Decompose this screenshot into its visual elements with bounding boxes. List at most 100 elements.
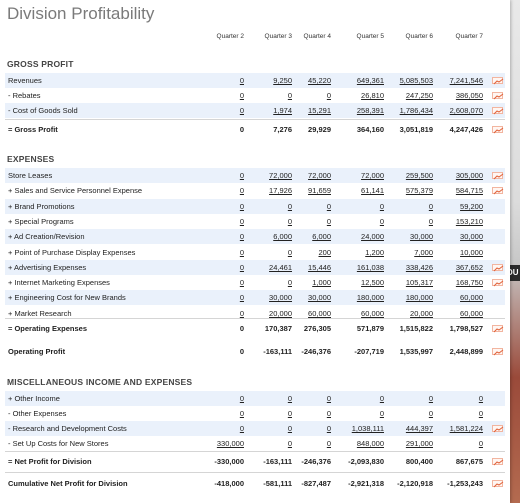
cell-value[interactable]: 0 xyxy=(379,409,384,418)
cell-value[interactable]: 30,000 xyxy=(269,293,292,303)
cell-value[interactable]: 0 xyxy=(326,394,331,403)
cell-value[interactable]: 30,000 xyxy=(308,293,331,303)
cell-value[interactable]: 848,000 xyxy=(356,439,384,448)
cell-value[interactable]: 575,379 xyxy=(405,186,433,196)
cell-value[interactable]: 0 xyxy=(428,409,433,418)
cell-value[interactable]: 0 xyxy=(239,409,244,418)
cell-value[interactable]: 2,608,070 xyxy=(449,106,483,115)
cell-value[interactable]: 291,000 xyxy=(405,439,433,448)
cell-value[interactable]: 0 xyxy=(239,278,244,288)
cell-value[interactable]: 0 xyxy=(478,409,483,418)
cell-value[interactable]: 45,220 xyxy=(308,76,331,85)
cell-value[interactable]: 0 xyxy=(287,216,292,226)
cell-value[interactable]: 1,038,111 xyxy=(351,424,384,433)
cell-value[interactable]: 0 xyxy=(478,439,483,448)
cell-value[interactable]: 161,038 xyxy=(356,262,384,272)
cell-value[interactable]: 0 xyxy=(239,424,244,433)
cell-value[interactable]: 0 xyxy=(287,201,292,211)
cell-value[interactable]: 0 xyxy=(239,76,244,85)
cell-value[interactable]: 386,050 xyxy=(455,91,483,100)
cell-value[interactable]: 30,000 xyxy=(410,232,433,242)
cell-value[interactable]: 0 xyxy=(287,424,292,433)
cell-value[interactable]: 0 xyxy=(428,201,433,211)
cell-value[interactable]: 153,210 xyxy=(455,216,483,226)
cell-value[interactable]: 0 xyxy=(428,216,433,226)
cell-value[interactable]: 0 xyxy=(239,262,244,272)
cell-value[interactable]: 0 xyxy=(326,216,331,226)
cell-value[interactable]: 247,250 xyxy=(405,91,433,100)
cell-value[interactable]: 1,786,434 xyxy=(399,106,433,115)
cell-value[interactable]: 72,000 xyxy=(269,171,292,180)
cell-value[interactable]: 0 xyxy=(239,247,244,257)
cell-value[interactable]: 0 xyxy=(239,201,244,211)
cell-value[interactable]: 15,291 xyxy=(308,106,331,115)
cell-value[interactable]: 26,810 xyxy=(361,91,384,100)
cell-value[interactable]: 0 xyxy=(239,106,244,115)
cell-value[interactable]: 1,000 xyxy=(312,278,331,288)
cell-value[interactable]: 0 xyxy=(326,201,331,211)
cell-value[interactable]: 24,461 xyxy=(269,262,292,272)
mini-chart-icon[interactable] xyxy=(492,77,504,85)
cell-value[interactable]: 0 xyxy=(326,91,331,100)
mini-chart-icon[interactable] xyxy=(492,348,504,356)
mini-chart-icon[interactable] xyxy=(492,480,504,488)
cell-value[interactable]: 0 xyxy=(239,232,244,242)
cell-value[interactable]: 0 xyxy=(478,394,483,403)
cell-value[interactable]: 60,000 xyxy=(308,308,331,318)
cell-value[interactable]: 168,750 xyxy=(455,278,483,288)
mini-chart-icon[interactable] xyxy=(492,325,504,333)
cell-value[interactable]: 15,446 xyxy=(308,262,331,272)
cell-value[interactable]: 60,000 xyxy=(460,293,483,303)
cell-value[interactable]: 0 xyxy=(287,409,292,418)
cell-value[interactable]: 444,397 xyxy=(405,424,433,433)
cell-value[interactable]: 12,500 xyxy=(361,278,384,288)
cell-value[interactable]: 0 xyxy=(239,91,244,100)
cell-value[interactable]: 1,581,224 xyxy=(449,424,483,433)
cell-value[interactable]: 61,141 xyxy=(361,186,384,196)
cell-value[interactable]: 0 xyxy=(287,91,292,100)
cell-value[interactable]: 0 xyxy=(239,293,244,303)
cell-value[interactable]: 0 xyxy=(239,171,244,180)
cell-value[interactable]: 259,500 xyxy=(405,171,433,180)
cell-value[interactable]: 6,000 xyxy=(273,232,292,242)
cell-value[interactable]: 584,715 xyxy=(455,186,483,196)
cell-value[interactable]: 9,250 xyxy=(273,76,292,85)
cell-value[interactable]: 0 xyxy=(287,394,292,403)
cell-value[interactable]: 72,000 xyxy=(308,171,331,180)
cell-value[interactable]: 258,391 xyxy=(356,106,384,115)
cell-value[interactable]: 0 xyxy=(326,424,331,433)
cell-value[interactable]: 7,000 xyxy=(414,247,433,257)
cell-value[interactable]: 330,000 xyxy=(216,439,244,448)
cell-value[interactable]: 0 xyxy=(287,439,292,448)
cell-value[interactable]: 338,426 xyxy=(405,262,433,272)
cell-value[interactable]: 30,000 xyxy=(460,232,483,242)
cell-value[interactable]: 0 xyxy=(326,409,331,418)
cell-value[interactable]: 20,000 xyxy=(269,308,292,318)
cell-value[interactable]: 0 xyxy=(428,394,433,403)
cell-value[interactable]: 91,659 xyxy=(308,186,331,196)
cell-value[interactable]: 200 xyxy=(318,247,331,257)
mini-chart-icon[interactable] xyxy=(492,92,504,100)
cell-value[interactable]: 60,000 xyxy=(460,308,483,318)
cell-value[interactable]: 0 xyxy=(239,216,244,226)
cell-value[interactable]: 0 xyxy=(239,186,244,196)
mini-chart-icon[interactable] xyxy=(492,279,504,287)
cell-value[interactable]: 0 xyxy=(379,201,384,211)
cell-value[interactable]: 7,241,546 xyxy=(449,76,483,85)
cell-value[interactable]: 0 xyxy=(287,278,292,288)
mini-chart-icon[interactable] xyxy=(492,126,504,134)
cell-value[interactable]: 0 xyxy=(239,308,244,318)
mini-chart-icon[interactable] xyxy=(492,458,504,466)
mini-chart-icon[interactable] xyxy=(492,107,504,115)
cell-value[interactable]: 649,361 xyxy=(356,76,384,85)
mini-chart-icon[interactable] xyxy=(492,187,504,195)
mini-chart-icon[interactable] xyxy=(492,263,504,272)
cell-value[interactable]: 1,974 xyxy=(273,106,292,115)
cell-value[interactable]: 0 xyxy=(239,394,244,403)
mini-chart-icon[interactable] xyxy=(492,172,504,180)
cell-value[interactable]: 105,317 xyxy=(405,278,433,288)
cell-value[interactable]: 6,000 xyxy=(312,232,331,242)
cell-value[interactable]: 0 xyxy=(379,216,384,226)
cell-value[interactable]: 180,000 xyxy=(405,293,433,303)
cell-value[interactable]: 5,085,503 xyxy=(399,76,433,85)
